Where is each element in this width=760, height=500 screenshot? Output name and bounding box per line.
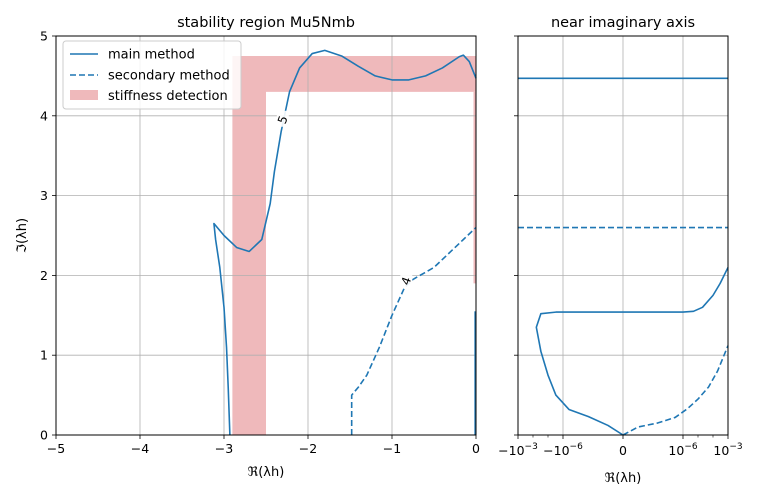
secondary-method-near-axis-line-1-1 bbox=[622, 345, 729, 436]
right-series bbox=[518, 77, 729, 436]
legend: main method secondary method stiffness d… bbox=[62, 40, 242, 110]
left-ytick-label-5: 5 bbox=[40, 29, 48, 44]
left-xtick-label-2: −3 bbox=[215, 441, 233, 456]
contour-label-bg-1 bbox=[400, 271, 413, 288]
right-panel-title: near imaginary axis bbox=[551, 15, 695, 31]
left-y-axis-label: ℑ(λh) bbox=[15, 218, 30, 253]
legend-label-main: main method bbox=[108, 48, 195, 63]
left-xtick-label-3: −2 bbox=[299, 441, 317, 456]
right-ticks: −10−3 −10−6 0 10−6 10−3 bbox=[498, 35, 743, 458]
left-x-axis-label: ℜ(λh) bbox=[248, 465, 285, 480]
stiffness-region-part-0 bbox=[232, 55, 476, 435]
right-xtick-label-0: −10−3 bbox=[498, 442, 538, 458]
left-ticks: −5 −4 −3 −2 −1 0 0 1 2 3 4 5 bbox=[40, 29, 480, 457]
left-ytick-label-1: 1 bbox=[40, 348, 48, 363]
right-xtick-label-1: −10−6 bbox=[543, 442, 583, 458]
contour-label-1: 4 bbox=[398, 275, 414, 287]
left-xtick-label-5: 0 bbox=[472, 441, 480, 456]
right-xtick-label-4: 10−3 bbox=[713, 442, 742, 458]
legend-label-stiffness: stiffness detection bbox=[108, 89, 228, 104]
contour-labels: 54 bbox=[275, 110, 414, 288]
right-xtick-label-3: 10−6 bbox=[668, 442, 697, 458]
right-xtick-label-2: 0 bbox=[619, 443, 627, 458]
left-xtick-label-1: −4 bbox=[131, 441, 149, 456]
left-series bbox=[213, 49, 477, 436]
legend-label-secondary: secondary method bbox=[108, 69, 230, 84]
left-ytick-label-4: 4 bbox=[40, 108, 48, 123]
left-ytick-label-3: 3 bbox=[40, 188, 48, 203]
main-method-line-0-0 bbox=[213, 49, 477, 436]
main-method-near-axis-line-0-1 bbox=[535, 267, 729, 436]
left-axes-frame bbox=[55, 35, 477, 436]
secondary-method-line-1-0 bbox=[350, 226, 477, 435]
right-panel: −10−3 −10−6 0 10−6 10−3 near imaginary axis … bbox=[498, 15, 742, 486]
left-panel-title: stability region Mu5Nmb bbox=[177, 15, 355, 31]
left-xtick-label-0: −5 bbox=[47, 441, 65, 456]
stiffness-region-part-1 bbox=[473, 91, 476, 284]
left-ytick-label-2: 2 bbox=[40, 268, 48, 283]
legend-box bbox=[62, 40, 242, 110]
contour-label-bg-0 bbox=[276, 110, 289, 127]
stiffness-region bbox=[232, 55, 476, 435]
left-ytick-label-0: 0 bbox=[40, 428, 48, 443]
left-xtick-label-4: −1 bbox=[383, 441, 401, 456]
right-x-axis-label: ℜ(λh) bbox=[605, 471, 642, 486]
contour-label-0: 5 bbox=[275, 114, 291, 126]
legend-swatch-stiffness bbox=[70, 90, 98, 100]
